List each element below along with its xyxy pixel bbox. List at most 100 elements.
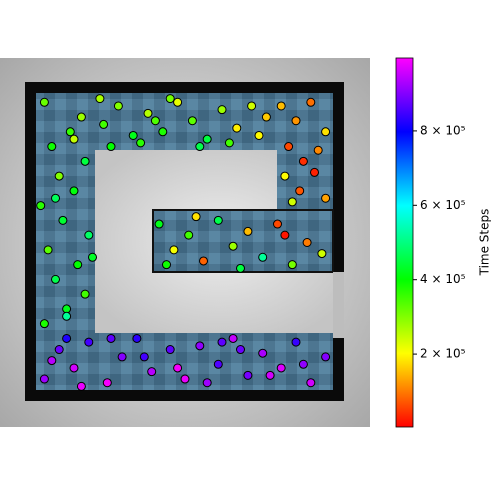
point: [158, 127, 168, 137]
point: [191, 212, 201, 222]
point: [54, 171, 64, 181]
point: [106, 142, 116, 152]
point: [128, 130, 138, 140]
point: [143, 108, 153, 118]
point: [180, 374, 190, 384]
point: [280, 230, 290, 240]
point: [276, 363, 286, 373]
point: [224, 138, 234, 148]
point: [217, 105, 227, 115]
point: [284, 142, 294, 152]
point: [88, 252, 97, 262]
point: [276, 101, 286, 111]
point: [280, 171, 290, 181]
point: [195, 341, 205, 351]
point: [298, 359, 308, 369]
point: [154, 219, 164, 229]
point: [95, 94, 105, 104]
point: [321, 127, 331, 137]
point: [169, 245, 179, 255]
point: [76, 381, 86, 391]
colorbar-label: Time Steps: [478, 209, 492, 277]
point: [273, 219, 282, 229]
point: [43, 245, 53, 255]
point: [117, 352, 127, 362]
point: [165, 345, 175, 355]
point: [291, 116, 301, 126]
point: [258, 348, 268, 358]
point: [258, 252, 268, 262]
point: [265, 370, 275, 380]
point: [51, 193, 60, 203]
colorbar: [395, 57, 414, 428]
point: [287, 197, 297, 207]
point: [302, 238, 312, 247]
point: [199, 256, 208, 266]
point: [39, 97, 49, 107]
point: [243, 370, 253, 380]
point: [306, 97, 316, 107]
point: [106, 333, 116, 343]
colorbar-tick-label: 2 × 10⁵: [420, 347, 466, 361]
point: [84, 337, 94, 347]
point: [139, 352, 149, 362]
point: [47, 356, 57, 366]
point: [36, 201, 46, 211]
point: [202, 378, 212, 388]
point: [65, 127, 75, 137]
point: [80, 156, 90, 166]
point: [287, 260, 297, 270]
point: [39, 374, 49, 384]
point: [306, 378, 316, 388]
point: [147, 367, 157, 377]
point: [228, 333, 238, 343]
colorbar-tick-label: 6 × 10⁵: [420, 198, 466, 212]
point: [310, 167, 319, 177]
point: [202, 134, 212, 144]
point: [99, 119, 109, 129]
point: [228, 241, 238, 251]
point: [58, 215, 68, 225]
point: [80, 289, 90, 299]
point: [321, 193, 331, 203]
point: [236, 263, 245, 273]
point: [132, 333, 142, 343]
point: [54, 345, 64, 355]
point: [84, 230, 94, 240]
point: [295, 186, 305, 196]
point: [254, 130, 264, 140]
point: [213, 359, 223, 369]
point: [62, 333, 72, 343]
point: [313, 145, 323, 155]
point: [187, 116, 197, 126]
point: [113, 101, 123, 111]
point: [102, 378, 112, 388]
point: [213, 215, 223, 225]
point: [298, 156, 308, 166]
colorbar-tick-label: 8 × 10⁵: [420, 123, 466, 137]
point: [69, 363, 79, 373]
point: [243, 226, 253, 236]
point: [47, 142, 57, 152]
point: [173, 363, 183, 373]
point: [51, 274, 60, 284]
point: [261, 112, 271, 122]
point: [62, 304, 72, 314]
point: [62, 311, 72, 321]
point: [73, 260, 83, 270]
point: [69, 186, 79, 196]
point: [165, 94, 175, 104]
point: [247, 101, 257, 111]
scatter-points: [36, 94, 331, 391]
point: [291, 337, 301, 347]
point: [217, 337, 227, 347]
colorbar-tick-label: 4 × 10⁵: [420, 272, 466, 286]
point: [195, 142, 205, 152]
point: [69, 134, 79, 144]
point: [184, 230, 194, 240]
point: [232, 123, 242, 133]
point: [236, 345, 245, 355]
point: [162, 260, 171, 270]
point: [321, 352, 331, 362]
